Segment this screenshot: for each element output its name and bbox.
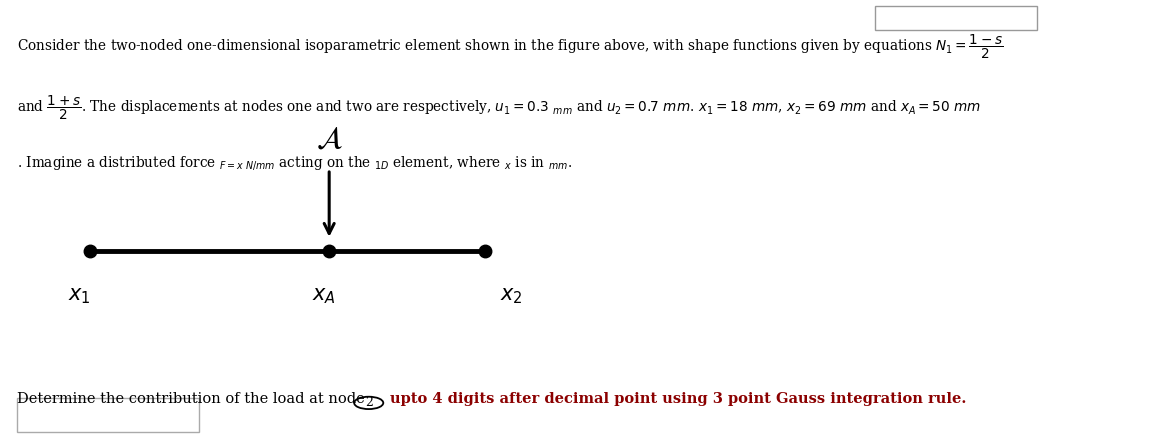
Text: . Imagine a distributed force $_{F = x\ N/mm}$ acting on the $_{1D}$ element, wh: . Imagine a distributed force $_{F = x\ …: [17, 154, 572, 172]
Text: and $\dfrac{1+s}{2}$. The displacements at nodes one and two are respectively, $: and $\dfrac{1+s}{2}$. The displacements …: [17, 94, 981, 122]
FancyBboxPatch shape: [17, 398, 199, 432]
Text: 2: 2: [365, 396, 373, 409]
Text: $\mathit{x}_A$: $\mathit{x}_A$: [312, 286, 336, 306]
FancyBboxPatch shape: [876, 6, 1037, 30]
Text: $\mathit{x}_2$: $\mathit{x}_2$: [500, 286, 523, 306]
Text: Consider the two-noded one-dimensional isoparametric element shown in the figure: Consider the two-noded one-dimensional i…: [17, 32, 1004, 60]
Text: $\mathit{x}_1$: $\mathit{x}_1$: [68, 286, 91, 306]
Text: upto 4 digits after decimal point using 3 point Gauss integration rule.: upto 4 digits after decimal point using …: [389, 392, 966, 406]
Text: $\mathcal{A}$: $\mathcal{A}$: [315, 125, 343, 154]
Text: Determine the contribution of the load at node: Determine the contribution of the load a…: [17, 392, 369, 406]
